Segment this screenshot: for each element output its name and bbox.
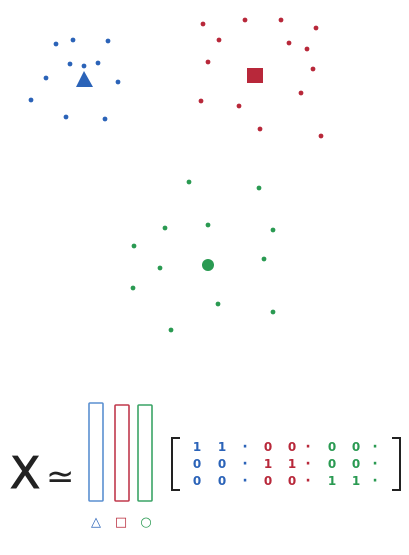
blue-cluster-point <box>102 116 108 122</box>
red-cluster-point <box>318 133 324 139</box>
matrix-cell: 0 <box>218 457 226 471</box>
matrix-cell: · <box>305 439 310 455</box>
blue-cluster <box>28 37 121 122</box>
column-green <box>137 404 153 502</box>
green-centroid-circle <box>202 259 214 271</box>
right-bracket <box>392 437 401 491</box>
matrix-cell: 0 <box>352 457 360 471</box>
column-symbol-square: □ <box>115 515 127 530</box>
matrix-cell: 1 <box>288 457 296 471</box>
column-blue <box>88 402 104 502</box>
green-cluster-point <box>157 265 163 271</box>
green-cluster-point <box>131 243 137 249</box>
matrix-cell: · <box>242 456 247 472</box>
matrix-cell: 0 <box>328 457 336 471</box>
left-bracket <box>171 437 180 491</box>
blue-cluster-point <box>81 63 87 69</box>
green-cluster-point <box>162 225 168 231</box>
column-symbol-circle: ○ <box>140 515 151 530</box>
green-cluster-point <box>186 179 192 185</box>
red-cluster <box>198 17 324 139</box>
red-cluster-point <box>200 21 206 27</box>
matrix-cell: 1 <box>352 474 360 488</box>
green-cluster-point <box>256 185 262 191</box>
red-cluster-point <box>304 46 310 52</box>
green-cluster-point <box>270 227 276 233</box>
red-cluster-point <box>257 126 263 132</box>
blue-cluster-point <box>67 61 73 67</box>
blue-cluster-point <box>115 79 121 85</box>
blue-cluster-point <box>63 114 69 120</box>
matrix-cell: 0 <box>264 474 272 488</box>
red-cluster-point <box>216 37 222 43</box>
green-cluster <box>130 179 276 333</box>
red-cluster-point <box>298 90 304 96</box>
matrix-cell: 1 <box>193 440 201 454</box>
matrix-cell: · <box>372 439 377 455</box>
matrix-cell: · <box>372 456 377 472</box>
green-cluster-point <box>130 285 136 291</box>
green-cluster-point <box>215 301 221 307</box>
matrix-cell: · <box>242 439 247 455</box>
matrix-cell: 1 <box>328 474 336 488</box>
matrix-cell: 1 <box>218 440 226 454</box>
blue-cluster-point <box>70 37 76 43</box>
x-symbol: X <box>10 448 40 499</box>
red-cluster-point <box>198 98 204 104</box>
matrix-cell: · <box>372 473 377 489</box>
matrix-cell: 0 <box>288 440 296 454</box>
matrix-cell: 0 <box>193 474 201 488</box>
green-cluster-point <box>168 327 174 333</box>
column-red <box>114 404 130 502</box>
matrix-cell: · <box>242 473 247 489</box>
matrix-cell: · <box>305 456 310 472</box>
matrix-cell: 0 <box>264 440 272 454</box>
red-cluster-point <box>236 103 242 109</box>
factorization-equation: X ≃ △ □ ○ 1 1 · 0 0 · 0 0 · 0 0 · 1 1 · 0 0 · 0 0 · 0 0 · 1 1 · <box>10 402 401 530</box>
matrix-cell: 0 <box>218 474 226 488</box>
matrix-cell: 0 <box>288 474 296 488</box>
green-cluster-point <box>261 256 267 262</box>
blue-cluster-point <box>28 97 34 103</box>
blue-cluster-point <box>95 60 101 66</box>
green-cluster-point <box>205 222 211 228</box>
matrix-cell: 1 <box>264 457 272 471</box>
blue-cluster-point <box>105 38 111 44</box>
red-cluster-point <box>310 66 316 72</box>
red-cluster-point <box>286 40 292 46</box>
blue-cluster-point <box>53 41 59 47</box>
column-symbol-triangle: △ <box>91 515 101 530</box>
matrix-cell: 0 <box>328 440 336 454</box>
blue-centroid-triangle <box>76 71 93 87</box>
blue-cluster-point <box>43 75 49 81</box>
red-cluster-point <box>242 17 248 23</box>
red-cluster-point <box>205 59 211 65</box>
red-centroid-square <box>247 68 263 83</box>
matrix-cell: · <box>305 473 310 489</box>
red-cluster-point <box>278 17 284 23</box>
approx-symbol: ≃ <box>46 457 75 497</box>
assignment-matrix: 1 1 · 0 0 · 0 0 · 0 0 · 1 1 · 0 0 · 0 0 · 0 0 · 1 1 · <box>193 439 378 489</box>
matrix-cell: 0 <box>193 457 201 471</box>
red-cluster-point <box>313 25 319 31</box>
green-cluster-point <box>270 309 276 315</box>
matrix-cell: 0 <box>352 440 360 454</box>
